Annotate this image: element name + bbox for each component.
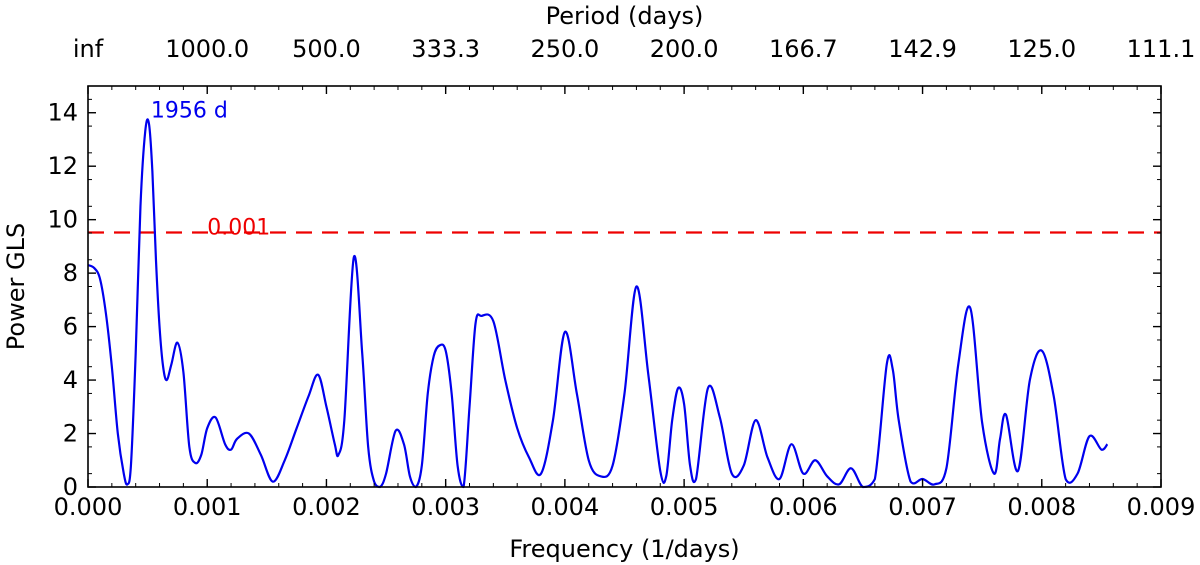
y-tick-label: 0: [63, 473, 78, 501]
x-tick-label: 0.005: [650, 493, 719, 521]
x-axis-title: Frequency (1/days): [509, 535, 739, 563]
y-axis-title: Power GLS: [2, 223, 30, 350]
x-tick-label: 0.001: [173, 493, 242, 521]
x-tick-label: 0.009: [1127, 493, 1196, 521]
top-tick-label: 1000.0: [165, 35, 249, 63]
x-tick-label: 0.004: [531, 493, 600, 521]
series-layer: [87, 118, 1109, 489]
series-line-0: [87, 118, 1109, 489]
top-tick-label: 166.7: [769, 35, 838, 63]
labels-layer: 0.000 0.001 0.002 0.003 0.004 0.005 0.006 0.007…: [47, 35, 1195, 521]
y-tick-label: 6: [63, 313, 78, 341]
y-tick-label: 8: [63, 259, 78, 287]
top-tick-label: 125.0: [1007, 35, 1076, 63]
plot-frame: [87, 85, 1162, 488]
y-tick-label: 10: [47, 206, 78, 234]
x-tick-label: 0.003: [411, 493, 480, 521]
threshold-layer: 0.001: [88, 215, 1161, 240]
y-tick-label: 12: [47, 152, 78, 180]
top-tick-label: 200.0: [650, 35, 719, 63]
x-tick-label: 0.006: [769, 493, 838, 521]
top-tick-label: 500.0: [292, 35, 361, 63]
plot-background: [88, 86, 1161, 487]
top-tick-label: 250.0: [531, 35, 600, 63]
peak-annotation: 1956 d: [151, 98, 228, 123]
top-tick-label: 142.9: [888, 35, 957, 63]
top-tick-label: 333.3: [411, 35, 480, 63]
top-axis-title: Period (days): [546, 2, 704, 30]
y-tick-label: 14: [47, 99, 78, 127]
x-tick-label: 0.008: [1007, 493, 1076, 521]
threshold-label: 0.001: [207, 215, 270, 240]
x-tick-label: 0.007: [888, 493, 957, 521]
top-tick-label: inf: [73, 35, 104, 63]
x-tick-label: 0.002: [292, 493, 361, 521]
x-tick-label: 0.000: [54, 493, 123, 521]
y-tick-label: 2: [63, 420, 78, 448]
y-tick-label: 4: [63, 366, 78, 394]
top-tick-label: 111.1: [1127, 35, 1196, 63]
